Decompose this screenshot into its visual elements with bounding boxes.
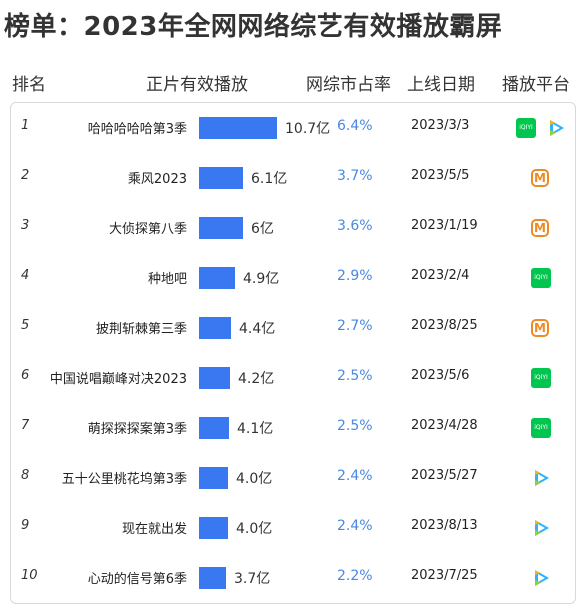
table-row: 2 乘风2023 6.1亿 3.7% 2023/5/5 M [11,153,575,203]
market-share: 2.2% [337,568,373,584]
plays-label: 10.7亿 [285,121,331,137]
table-row: 9 现在就出发 4.0亿 2.4% 2023/8/13 [11,503,575,553]
plays-bar [199,267,235,289]
plays-label: 6.1亿 [251,171,288,187]
show-name: 心动的信号第6季 [87,572,187,587]
iqiyi-icon: iQIYI [531,368,551,388]
market-share: 3.7% [337,168,373,184]
plays-label: 4.4亿 [239,321,276,337]
show-name: 中国说唱巅峰对决2023 [49,372,187,387]
plays-label: 4.0亿 [236,521,273,537]
table-row: 10 心动的信号第6季 3.7亿 2.2% 2023/7/25 [11,553,575,603]
iqiyi-icon: iQIYI [516,118,536,138]
release-date: 2023/8/25 [411,318,478,333]
plays-label: 4.0亿 [236,471,273,487]
show-name: 大侦探第八季 [108,222,187,237]
plays-bar [199,367,230,389]
iqiyi-icon: iQIYI [531,418,551,438]
rank-number: 1 [21,118,30,133]
chart-title: 榜单：2023年全网网络综艺有效播放霸屏 [4,12,503,42]
show-name: 哈哈哈哈哈第3季 [87,122,187,137]
tencent-video-icon [531,568,551,588]
release-date: 2023/8/13 [411,518,478,533]
release-date: 2023/1/19 [411,218,478,233]
market-share: 2.5% [337,368,373,384]
market-share: 2.5% [337,418,373,434]
rank-number: 6 [21,368,30,383]
header-platform: 播放平台 [502,75,570,95]
iqiyi-icon: iQIYI [531,268,551,288]
plays-bar [199,317,231,339]
table-row: 3 大侦探第八季 6亿 3.6% 2023/1/19 M [11,203,575,253]
show-name: 披荆斩棘第三季 [95,322,187,337]
rank-number: 4 [21,268,30,283]
tencent-video-icon [531,468,551,488]
release-date: 2023/2/4 [411,268,470,283]
plays-bar [199,467,228,489]
table-row: 5 披荆斩棘第三季 4.4亿 2.7% 2023/8/25 M [11,303,575,353]
plays-label: 4.2亿 [238,371,275,387]
tencent-video-icon [531,518,551,538]
table-row: 6 中国说唱巅峰对决2023 4.2亿 2.5% 2023/5/6 iQIYI [11,353,575,403]
table-row: 1 哈哈哈哈哈第3季 10.7亿 6.4% 2023/3/3 iQIYI [11,103,575,153]
plays-bar [199,517,228,539]
table-row: 7 萌探探探案第3季 4.1亿 2.5% 2023/4/28 iQIYI [11,403,575,453]
plays-bar [199,567,226,589]
header-rank: 排名 [12,75,46,95]
plays-label: 4.9亿 [243,271,280,287]
show-name: 乘风2023 [127,172,187,187]
market-share: 2.4% [337,468,373,484]
market-share: 6.4% [337,118,373,134]
plays-label: 4.1亿 [237,421,274,437]
release-date: 2023/5/6 [411,368,470,383]
tencent-video-icon [546,118,566,138]
show-name: 萌探探探案第3季 [87,422,187,437]
plays-label: 6亿 [251,221,274,237]
rank-number: 3 [21,218,30,233]
rank-number: 9 [21,518,30,533]
rank-number: 5 [21,318,30,333]
show-name: 五十公里桃花坞第3季 [61,472,187,487]
header-date: 上线日期 [407,75,475,95]
plays-bar [199,417,229,439]
mango-tv-icon: M [531,319,549,337]
release-date: 2023/5/27 [411,468,478,483]
mango-tv-icon: M [531,169,549,187]
table-row: 4 种地吧 4.9亿 2.9% 2023/2/4 iQIYI [11,253,575,303]
plays-bar [199,217,243,239]
release-date: 2023/4/28 [411,418,478,433]
mango-tv-icon: M [531,219,549,237]
ranking-table: 1 哈哈哈哈哈第3季 10.7亿 6.4% 2023/3/3 iQIYI 2 乘风2023 6.… [10,102,576,604]
plays-bar [199,117,277,139]
market-share: 3.6% [337,218,373,234]
plays-label: 3.7亿 [234,571,271,587]
release-date: 2023/3/3 [411,118,470,133]
plays-bar [199,167,243,189]
release-date: 2023/5/5 [411,168,470,183]
header-share: 网综市占率 [306,75,391,95]
rank-number: 10 [21,568,38,583]
market-share: 2.4% [337,518,373,534]
show-name: 种地吧 [147,272,187,287]
rank-number: 8 [21,468,30,483]
table-row: 8 五十公里桃花坞第3季 4.0亿 2.4% 2023/5/27 [11,453,575,503]
header-plays: 正片有效播放 [146,75,248,95]
rank-number: 7 [21,418,30,433]
show-name: 现在就出发 [121,522,187,537]
release-date: 2023/7/25 [411,568,478,583]
market-share: 2.7% [337,318,373,334]
market-share: 2.9% [337,268,373,284]
rank-number: 2 [21,168,30,183]
